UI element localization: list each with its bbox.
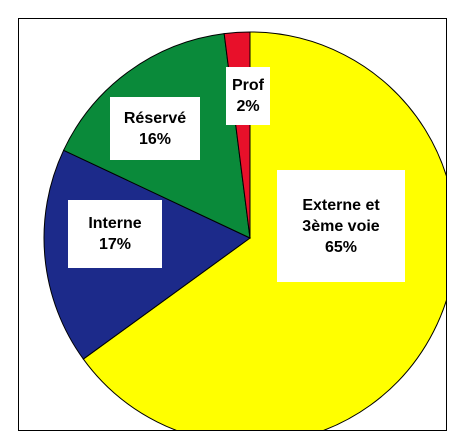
category-label: Prof bbox=[232, 77, 264, 94]
category-label: Réservé bbox=[123, 109, 187, 127]
slice-label: Prof 2% bbox=[226, 67, 270, 125]
value-label: 65% bbox=[324, 238, 358, 256]
pie-slice bbox=[82, 31, 446, 430]
slice-label: Externe et 3ème voie 65% bbox=[277, 170, 405, 282]
category-label: Externe et 3ème voie bbox=[302, 196, 380, 235]
value-label: 2% bbox=[236, 98, 260, 115]
value-label: 16% bbox=[138, 130, 172, 148]
frame bbox=[18, 18, 447, 431]
category-label: Interne bbox=[88, 215, 142, 232]
slice-label: Réservé 16% bbox=[110, 97, 200, 160]
slice-label: Interne 17% bbox=[68, 200, 162, 268]
value-label: 17% bbox=[98, 236, 132, 253]
